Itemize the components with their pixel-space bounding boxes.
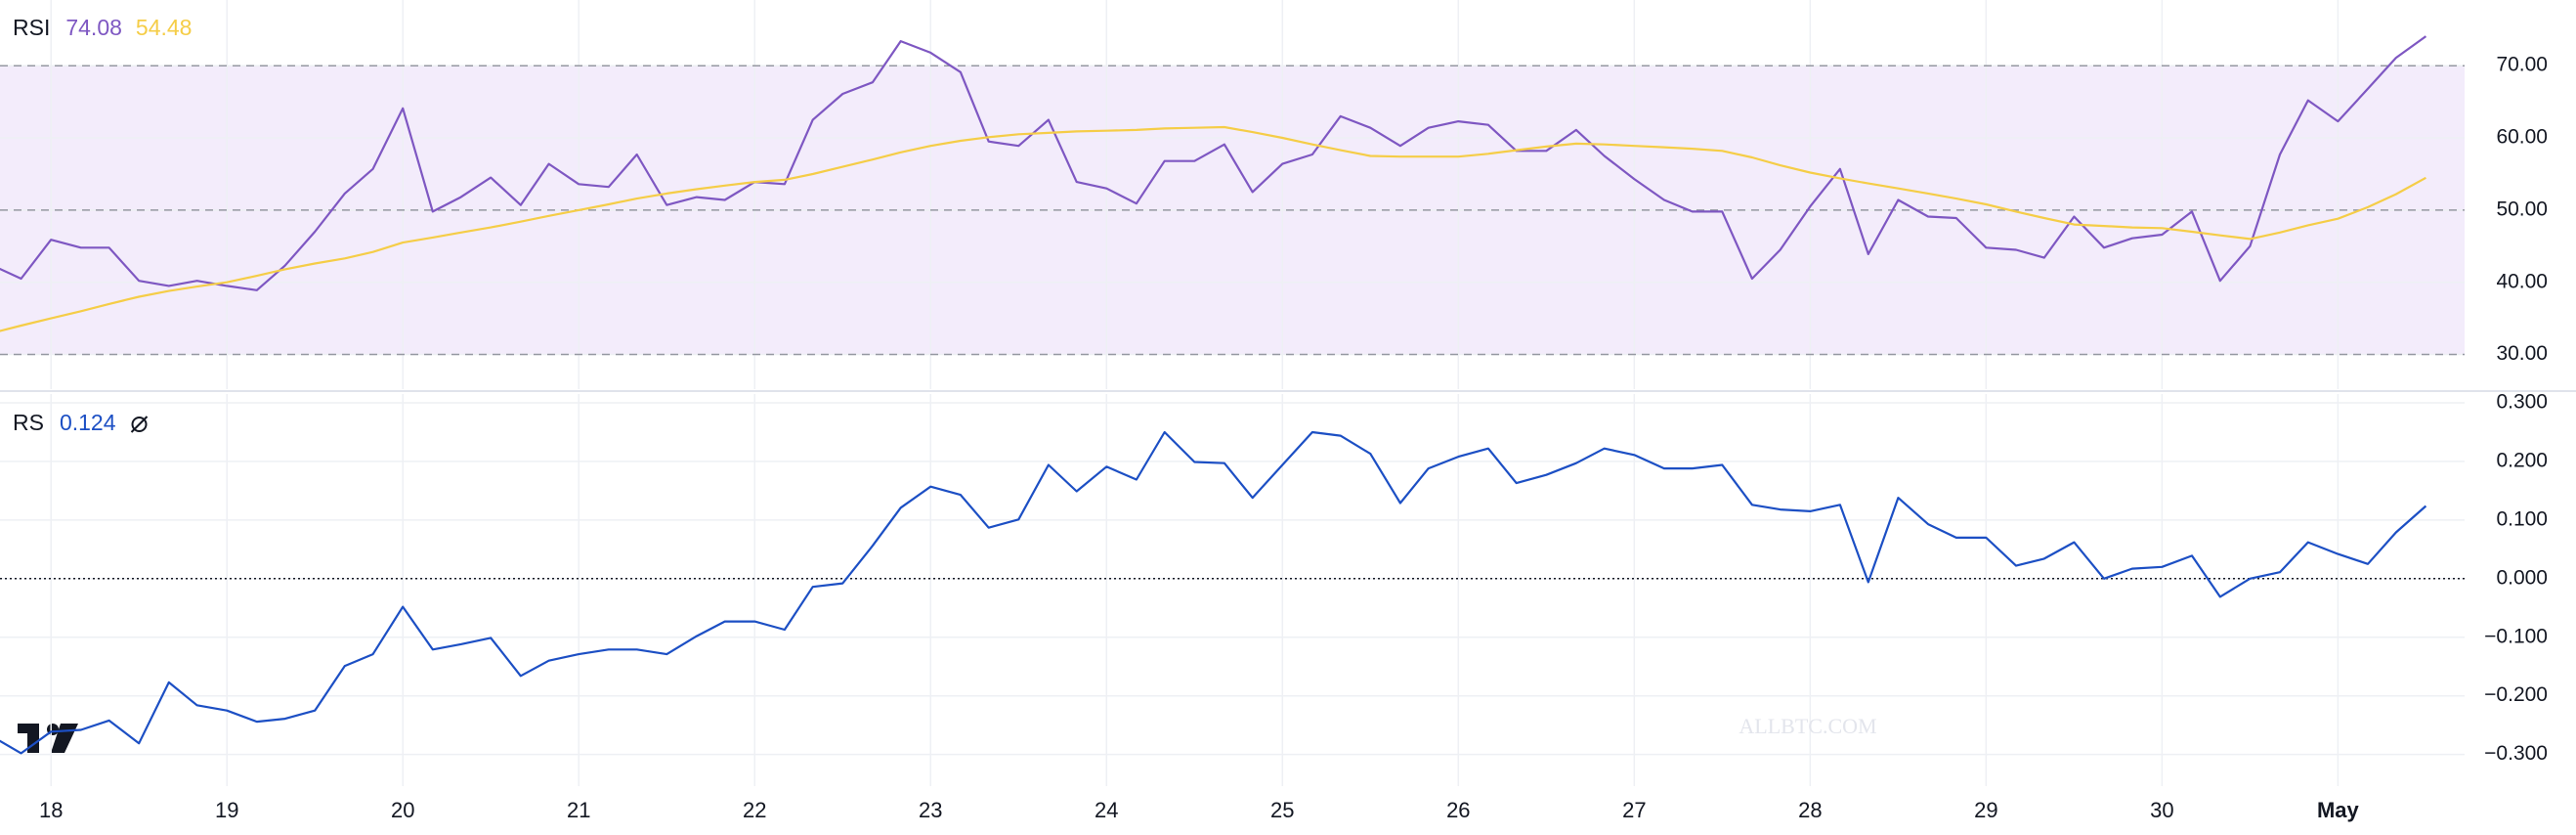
x-tick-label: 26 [1446, 798, 1470, 822]
pane [0, 394, 2465, 786]
y-tick-label: 50.00 [2496, 198, 2548, 220]
y-tick-label: 30.00 [2496, 342, 2548, 365]
y-tick-label: 40.00 [2496, 270, 2548, 292]
x-tick-label: 29 [1974, 798, 1997, 822]
y-tick-label: 70.00 [2496, 54, 2548, 76]
x-tick-label: 25 [1270, 798, 1294, 822]
indicator-title: RS [13, 410, 44, 435]
pane [0, 0, 2465, 389]
watermark: ALLBTC.COM [1739, 714, 1876, 738]
y-tick-label: −0.300 [2484, 742, 2548, 765]
x-tick-label: 20 [391, 798, 414, 822]
x-tick-label: 19 [215, 798, 238, 822]
y-tick-label: 0.300 [2496, 391, 2548, 414]
y-tick-label: 0.000 [2496, 566, 2548, 589]
x-tick-label: May [2317, 798, 2360, 822]
settings-icon[interactable] [130, 416, 149, 433]
indicator-value: 0.124 [60, 410, 116, 435]
series-line [0, 430, 2427, 755]
x-tick-label: 28 [1798, 798, 1822, 822]
x-tick-label: 18 [39, 798, 63, 822]
series-line [0, 35, 2427, 291]
y-tick-label: 60.00 [2496, 126, 2548, 149]
indicator-value: 54.48 [136, 15, 193, 40]
x-tick-label: 23 [919, 798, 942, 822]
indicator-value: 74.08 [65, 15, 122, 40]
y-tick-label: 0.200 [2496, 449, 2548, 471]
x-tick-label: 21 [567, 798, 590, 822]
x-tick-label: 22 [743, 798, 766, 822]
x-tick-label: 27 [1622, 798, 1646, 822]
y-tick-label: −0.200 [2484, 683, 2548, 706]
indicator-title: RSI [13, 15, 50, 40]
x-tick-label: 24 [1095, 798, 1118, 822]
y-tick-label: −0.100 [2484, 625, 2548, 647]
x-tick-label: 30 [2150, 798, 2173, 822]
series-line [0, 125, 2426, 332]
y-tick-label: 0.100 [2496, 507, 2548, 530]
